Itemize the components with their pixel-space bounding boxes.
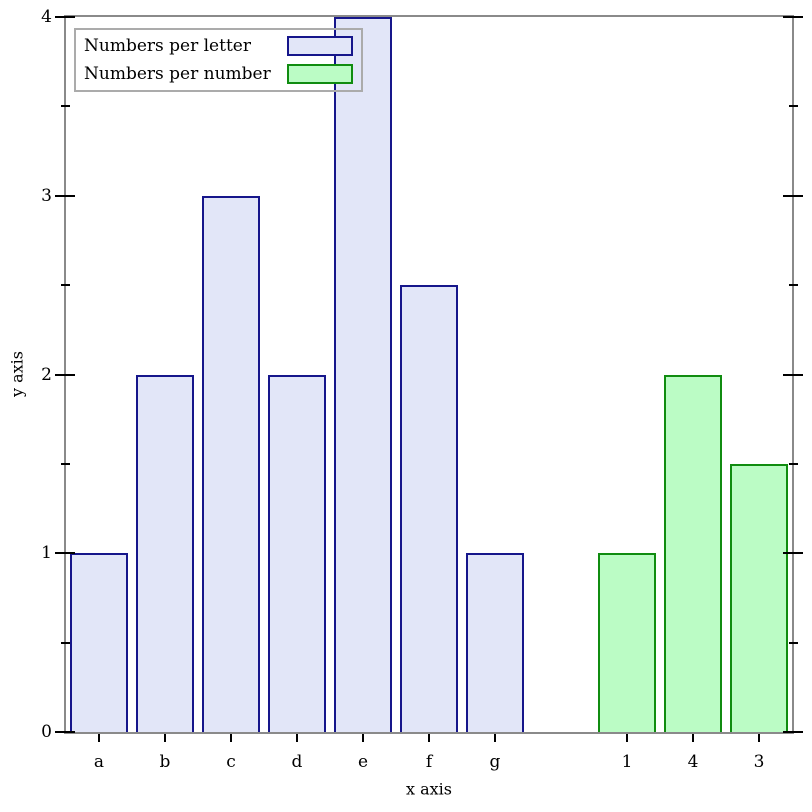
- x-tick-label-c: c: [226, 752, 236, 772]
- x-tick-label-g: g: [489, 752, 501, 772]
- x-tick-d: [296, 734, 298, 742]
- y-minor-tick-left-0.5: [60, 641, 70, 644]
- x-tick-4: [692, 734, 694, 742]
- x-tick-label-4: 4: [687, 752, 699, 772]
- bar-d: [268, 374, 326, 732]
- x-tick-1: [626, 734, 628, 742]
- y-minor-tick-right-0.5: [788, 641, 798, 644]
- bar-3: [730, 463, 788, 732]
- y-minor-tick-right-2.5: [788, 284, 798, 287]
- y-major-tick-right-0: [783, 731, 803, 733]
- x-tick-c: [230, 734, 232, 742]
- legend-item-letters: Numbers per letter: [84, 32, 353, 60]
- x-tick-label-a: a: [93, 752, 105, 772]
- y-major-tick-right-4: [783, 16, 803, 18]
- x-tick-g: [494, 734, 496, 742]
- y-tick-label-4: 4: [41, 7, 52, 27]
- x-tick-f: [428, 734, 430, 742]
- y-tick-label-3: 3: [41, 185, 52, 206]
- legend-item-numbers: Numbers per number: [84, 60, 353, 88]
- x-tick-label-1: 1: [621, 752, 633, 772]
- bar-g: [466, 553, 524, 732]
- x-tick-b: [164, 734, 166, 742]
- plot-inner: [66, 17, 792, 732]
- y-tick-label-0: 0: [41, 722, 52, 742]
- y-minor-tick-left-1.5: [60, 462, 70, 465]
- y-major-tick-left-2: [55, 373, 75, 376]
- bar-a: [70, 553, 128, 732]
- x-tick-a: [98, 734, 100, 742]
- y-minor-tick-right-3.5: [788, 105, 798, 108]
- bar-1: [598, 553, 656, 732]
- y-minor-tick-left-2.5: [60, 284, 70, 287]
- plot-area: [64, 15, 794, 734]
- bar-e: [334, 17, 392, 732]
- legend-swatch-numbers-icon: [287, 64, 353, 84]
- bar-c: [202, 195, 260, 732]
- y-tick-label-2: 2: [41, 364, 52, 385]
- x-tick-label-d: d: [291, 752, 303, 772]
- y-major-tick-left-1: [55, 552, 75, 555]
- x-tick-e: [362, 734, 364, 742]
- legend-label-numbers: Numbers per number: [84, 64, 271, 84]
- legend: Numbers per letter Numbers per number: [74, 28, 363, 92]
- y-major-tick-left-3: [55, 194, 75, 197]
- y-major-tick-right-2: [783, 373, 803, 376]
- x-tick-label-3: 3: [753, 752, 765, 772]
- y-major-tick-left-4: [55, 16, 75, 18]
- x-tick-label-e: e: [357, 752, 369, 772]
- bar-b: [136, 374, 194, 732]
- bar-4: [664, 374, 722, 732]
- y-major-tick-right-3: [783, 194, 803, 197]
- y-major-tick-left-0: [55, 731, 75, 733]
- x-axis-label: x axis: [406, 779, 452, 799]
- bar-f: [400, 285, 458, 732]
- y-major-tick-right-1: [783, 552, 803, 555]
- y-minor-tick-right-1.5: [788, 462, 798, 465]
- legend-label-letters: Numbers per letter: [84, 36, 251, 56]
- x-tick-label-f: f: [425, 752, 433, 772]
- x-tick-3: [758, 734, 760, 742]
- y-tick-label-1: 1: [41, 543, 52, 564]
- y-minor-tick-left-3.5: [60, 105, 70, 108]
- legend-swatch-letters-icon: [287, 36, 353, 56]
- x-tick-label-b: b: [159, 752, 171, 772]
